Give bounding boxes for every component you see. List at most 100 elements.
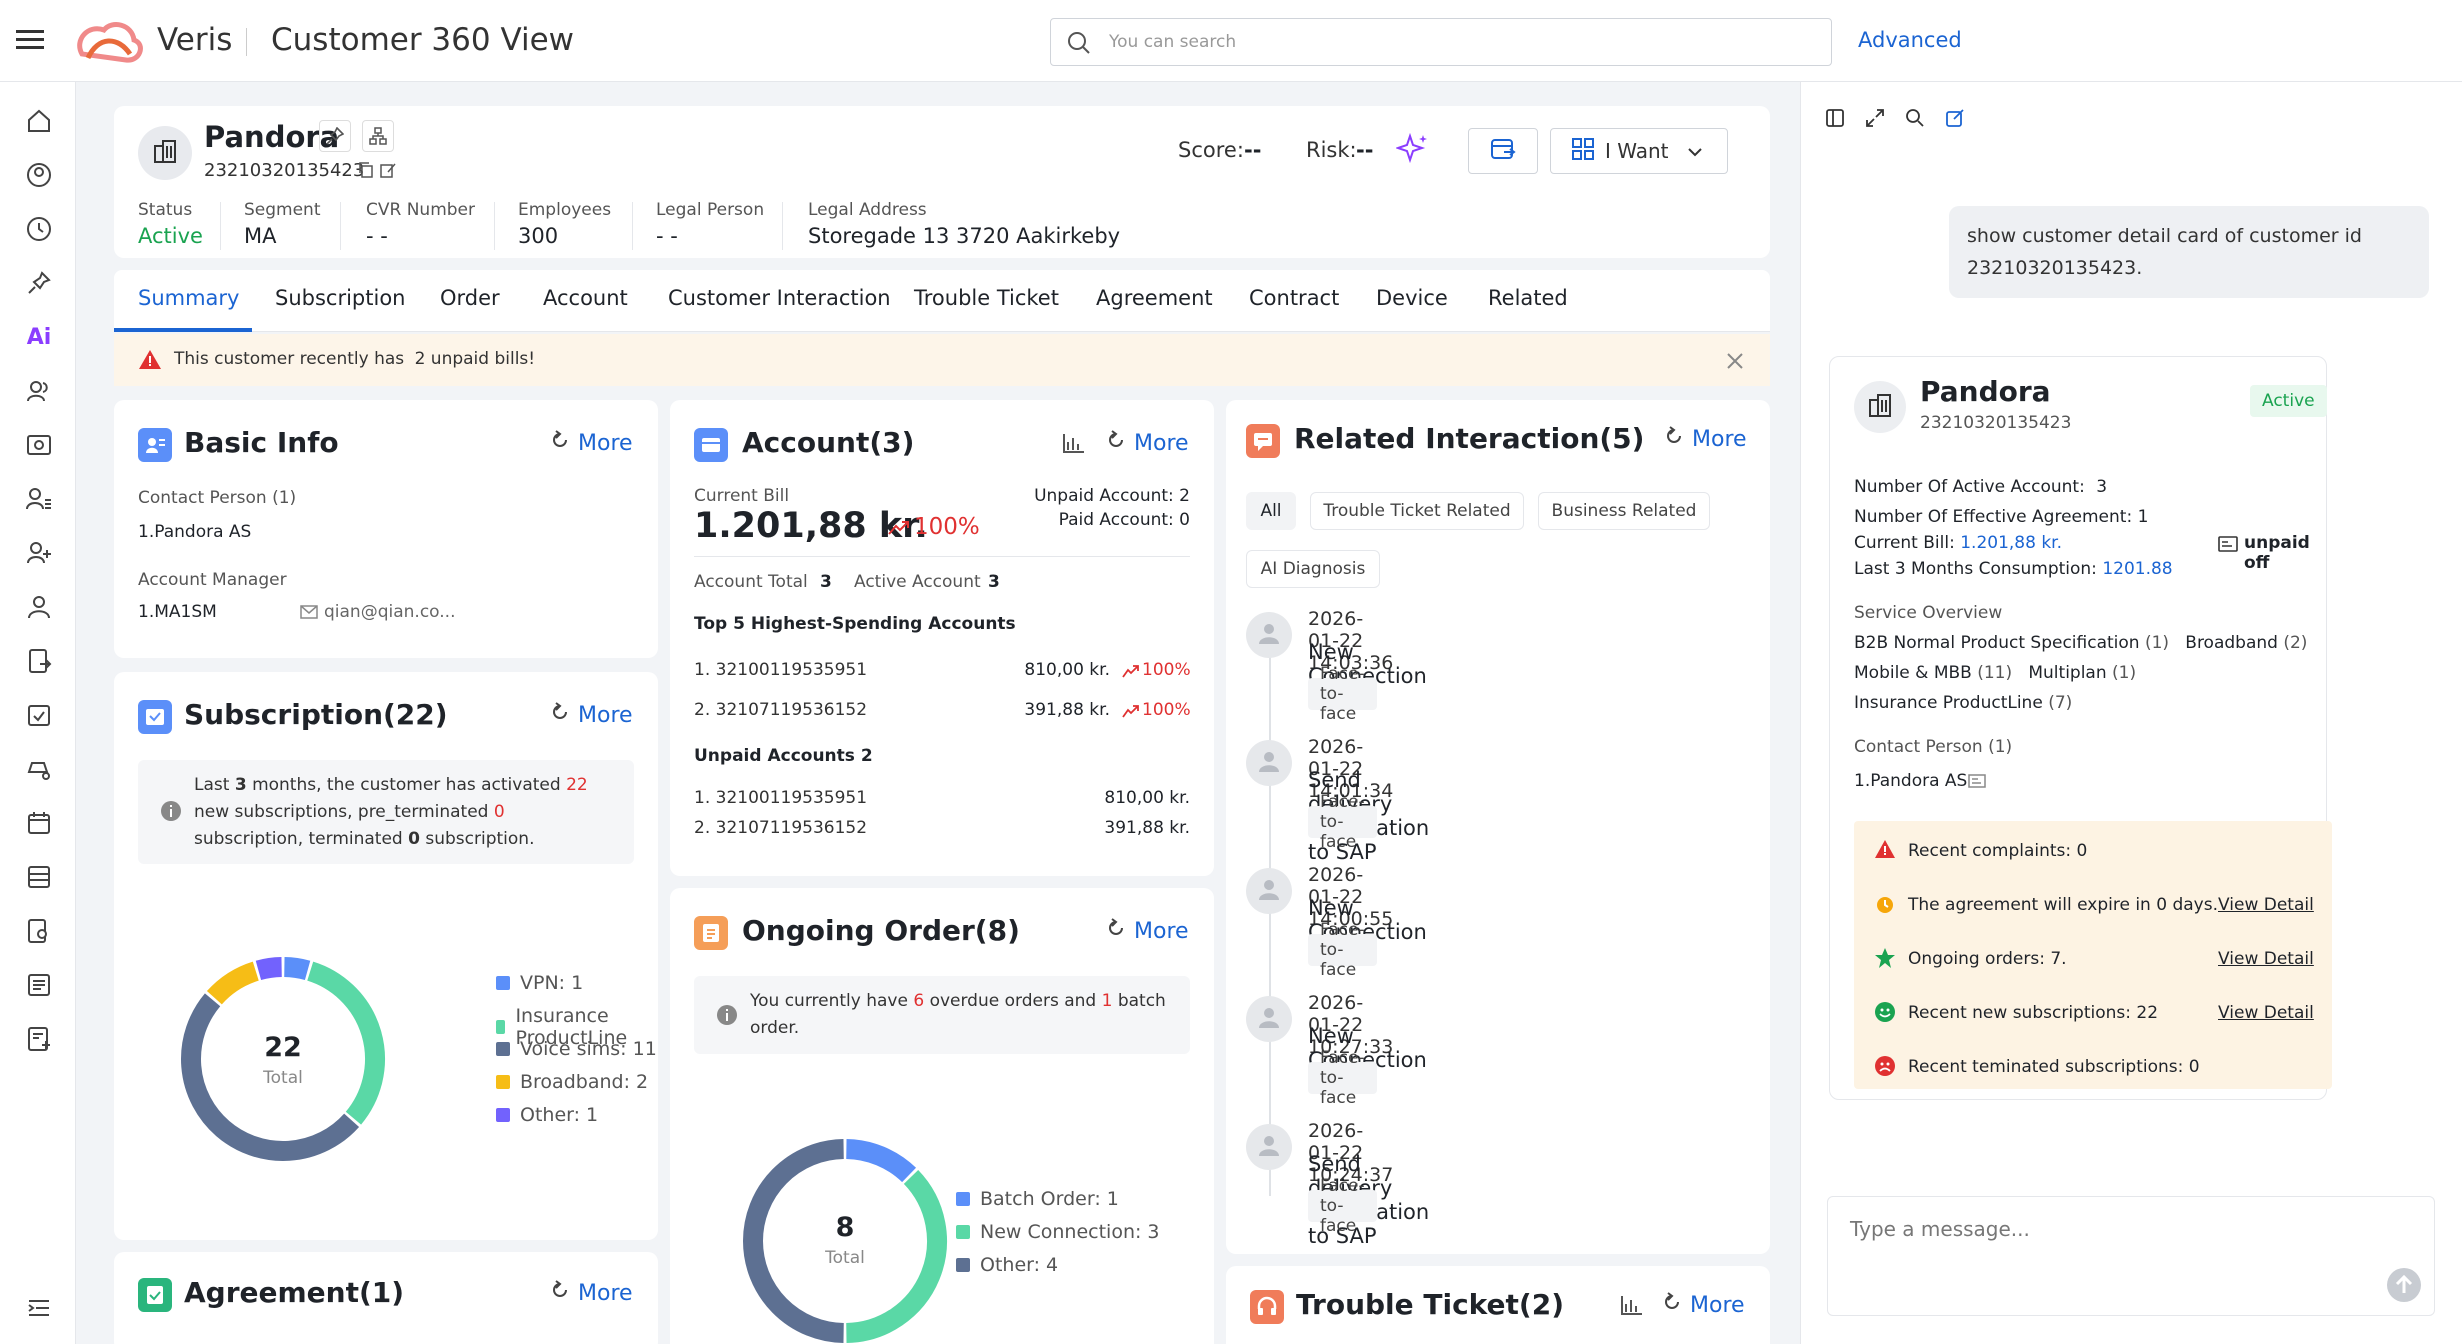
- donut-slice-4: [255, 957, 283, 981]
- contact-person-value[interactable]: 1.Pandora AS: [138, 522, 252, 542]
- unpaid-row-1-id[interactable]: 1. 32100119535951: [694, 788, 868, 808]
- tab-related[interactable]: Related: [1488, 286, 1568, 310]
- pin-customer-icon[interactable]: [319, 120, 351, 152]
- top5-row-2-id[interactable]: 2. 32107119536152: [694, 700, 868, 720]
- subscription-more[interactable]: More: [550, 702, 633, 728]
- tab-summary[interactable]: Summary: [138, 286, 240, 310]
- order-legend-item[interactable]: New Connection: 3: [956, 1221, 1160, 1243]
- subscription-legend-item[interactable]: Broadband: 2: [496, 1071, 648, 1093]
- hierarchy-icon[interactable]: [362, 120, 394, 152]
- filter-trouble-ticket-related[interactable]: Trouble Ticket Related: [1310, 492, 1524, 530]
- ai-icon[interactable]: Ai: [26, 324, 52, 350]
- tab-trouble-ticket[interactable]: Trouble Ticket: [914, 286, 1059, 310]
- user-icon[interactable]: [26, 594, 52, 620]
- sidebar-toggle-icon[interactable]: [1825, 108, 1845, 133]
- subscription-title: Subscription(22): [184, 698, 448, 731]
- document-export-icon[interactable]: [26, 648, 52, 674]
- tab-account[interactable]: Account: [543, 286, 628, 310]
- interaction-time: 2026-01-22 14:01:34: [1308, 736, 1394, 802]
- account-total-label: Account Total: [694, 572, 808, 592]
- filter-all[interactable]: All: [1246, 492, 1296, 530]
- order-legend-item[interactable]: Batch Order: 1: [956, 1188, 1119, 1210]
- user-icon: [1257, 621, 1281, 650]
- tab-contract[interactable]: Contract: [1249, 286, 1340, 310]
- expand-icon[interactable]: [1865, 108, 1885, 133]
- detail-active-account: Number Of Active Account: 3: [1854, 477, 2108, 497]
- account-manager-value[interactable]: 1.MA1SM: [138, 602, 217, 622]
- account-title: Account(3): [742, 426, 915, 459]
- ongoing-order-more[interactable]: More: [1106, 918, 1189, 944]
- warning-icon: [138, 348, 162, 375]
- interaction-more[interactable]: More: [1664, 426, 1747, 452]
- detail-consumption: Last 3 Months Consumption: 1201.88: [1854, 559, 2173, 579]
- database-icon[interactable]: [26, 864, 52, 890]
- menu-icon[interactable]: [16, 28, 46, 52]
- home-icon[interactable]: [26, 108, 52, 134]
- ai-sparkle-icon[interactable]: [1394, 132, 1430, 171]
- document-search-icon[interactable]: [26, 918, 52, 944]
- collapse-sidebar-icon[interactable]: [26, 1296, 52, 1322]
- customer-avatar: [138, 126, 192, 180]
- message-input[interactable]: Type a message...: [1827, 1196, 2435, 1316]
- list-document-icon[interactable]: [26, 972, 52, 998]
- order-legend-item[interactable]: Other: 4: [956, 1254, 1058, 1276]
- car-search-icon[interactable]: [26, 756, 52, 782]
- document-add-icon[interactable]: [26, 1026, 52, 1052]
- users-icon[interactable]: [26, 378, 52, 404]
- subscription-legend-item[interactable]: VPN: 1: [496, 972, 583, 994]
- send-icon[interactable]: [2386, 1267, 2422, 1308]
- unpaid-row-2-id[interactable]: 2. 32107119536152: [694, 818, 868, 838]
- subscription-legend-item[interactable]: Insurance ProductLine: [496, 1005, 658, 1049]
- edit-icon[interactable]: [380, 162, 396, 183]
- user-add-icon[interactable]: [26, 540, 52, 566]
- detail-alerts-box: [1854, 821, 2332, 1089]
- bar-chart-icon[interactable]: [1620, 1294, 1644, 1321]
- filter-ai-diagnosis[interactable]: AI Diagnosis: [1246, 550, 1380, 588]
- clock-icon[interactable]: [26, 216, 52, 242]
- legend-swatch: [496, 976, 510, 990]
- chat-search-icon[interactable]: [1905, 108, 1925, 133]
- subscription-legend-item[interactable]: Other: 1: [496, 1104, 598, 1126]
- account-manager-email[interactable]: qian@qian.co...: [324, 602, 456, 622]
- top5-row-1-id[interactable]: 1. 32100119535951: [694, 660, 868, 680]
- calendar-icon[interactable]: [26, 810, 52, 836]
- user-circle-icon[interactable]: [26, 162, 52, 188]
- tab-agreement[interactable]: Agreement: [1096, 286, 1213, 310]
- tab-order[interactable]: Order: [440, 286, 500, 310]
- basic-info-more[interactable]: More: [550, 430, 633, 456]
- close-icon[interactable]: [1726, 352, 1744, 375]
- i-want-button[interactable]: I Want: [1550, 128, 1728, 174]
- filter-business-related[interactable]: Business Related: [1538, 492, 1710, 530]
- sad-icon: [1874, 1055, 1896, 1082]
- tab-device[interactable]: Device: [1376, 286, 1448, 310]
- calendar-check-icon[interactable]: [26, 702, 52, 728]
- new-chat-icon[interactable]: [1945, 108, 1965, 133]
- subscription-legend-item[interactable]: Voice sims: 11: [496, 1038, 657, 1060]
- transfer-button[interactable]: [1468, 128, 1538, 174]
- customer-header-card: Pandora 23210320135423 Score: -- Risk: -…: [114, 106, 1770, 258]
- bar-chart-icon[interactable]: [1062, 432, 1086, 459]
- search-box[interactable]: You can search: [1050, 18, 1832, 66]
- tab-subscription[interactable]: Subscription: [275, 286, 406, 310]
- order-donut-chart: [742, 1139, 947, 1343]
- divider: [782, 202, 783, 250]
- eye-card-icon[interactable]: [26, 432, 52, 458]
- risk-label: Risk:: [1306, 138, 1357, 162]
- legend-label: Voice sims: 11: [520, 1038, 657, 1060]
- view-detail-link[interactable]: View Detail: [2218, 895, 2314, 915]
- account-more[interactable]: More: [1106, 430, 1189, 456]
- agreement-more[interactable]: More: [550, 1280, 633, 1306]
- user-list-icon[interactable]: [26, 486, 52, 512]
- donut-slice-0: [283, 957, 311, 981]
- view-detail-link[interactable]: View Detail: [2218, 1003, 2314, 1023]
- tab-bar: [114, 270, 1770, 332]
- advanced-link[interactable]: Advanced: [1858, 28, 1962, 52]
- view-detail-link[interactable]: View Detail: [2218, 949, 2314, 969]
- trouble-ticket-more[interactable]: More: [1662, 1292, 1745, 1318]
- copy-icon[interactable]: [358, 162, 374, 183]
- donut-slice-1: [307, 961, 385, 1125]
- pin-icon[interactable]: [26, 270, 52, 296]
- interaction-channel-tag: Face-to-face: [1308, 792, 1377, 852]
- detail-contact-value[interactable]: 1.Pandora AS: [1854, 771, 1968, 791]
- tab-customer-interaction[interactable]: Customer Interaction: [668, 286, 891, 310]
